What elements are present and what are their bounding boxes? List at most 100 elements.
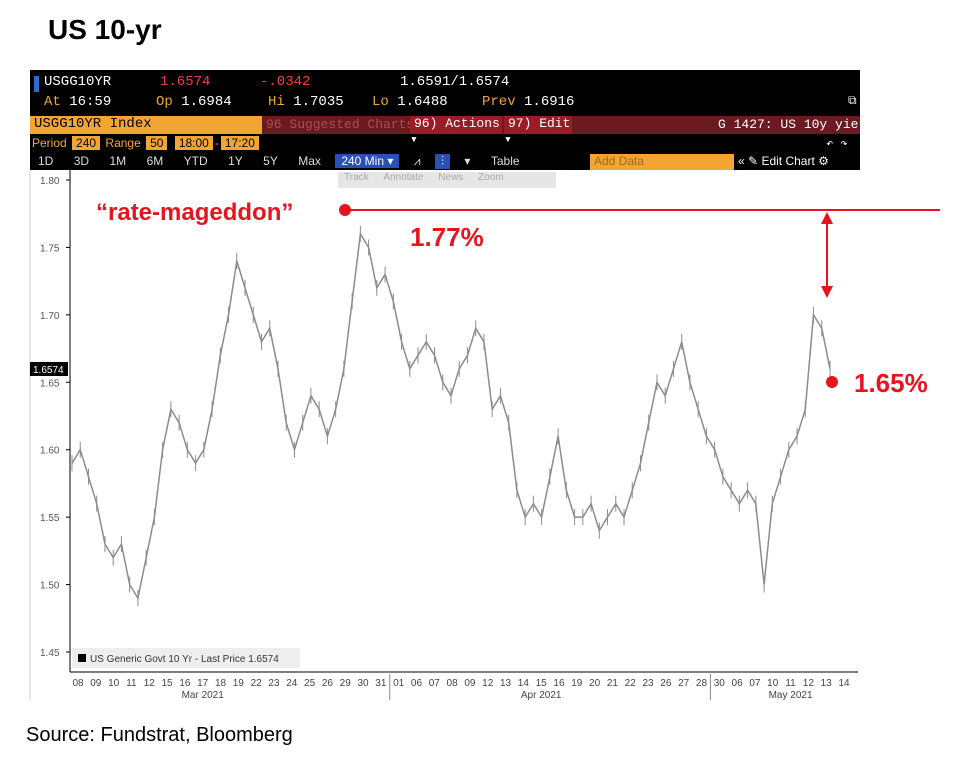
price-line (71, 231, 831, 601)
x-tick-label: 09 (464, 678, 476, 689)
range-input[interactable]: 50 (146, 136, 168, 150)
time-from-input[interactable]: 18:00 (174, 136, 213, 150)
x-tick-label: 19 (233, 678, 245, 689)
x-tick-label: 12 (803, 678, 815, 689)
x-tick-label: 30 (357, 678, 369, 689)
x-tick-label: 21 (607, 678, 619, 689)
source-note: Source: Fundstrat, Bloomberg (26, 724, 293, 746)
x-tick-label: 22 (625, 678, 637, 689)
bloomberg-header: USGG10YR 1.6574 -.0342 1.6591/1.6574 At … (30, 70, 874, 170)
tab-240-min[interactable]: 240 Min ▾ (335, 154, 400, 168)
ticker-marker (34, 76, 39, 92)
prev-value: 1.6916 (524, 94, 575, 110)
tab-3d[interactable]: 3D (73, 154, 90, 168)
x-tick-label: 06 (732, 678, 744, 689)
x-tick-label: 07 (749, 678, 761, 689)
page-title: US 10-yr (48, 14, 162, 45)
popout-icon[interactable]: ⧉ (848, 94, 857, 108)
x-tick-label: 10 (108, 678, 120, 689)
x-tick-label: 26 (322, 678, 334, 689)
current-marker (826, 376, 838, 388)
low-value: 1.6488 (397, 94, 448, 110)
x-tick-label: 09 (90, 678, 102, 689)
tab-max[interactable]: Max (298, 154, 321, 168)
period-label: Period (32, 136, 67, 150)
x-tick-label: 12 (144, 678, 156, 689)
last-price: 1.6574 (160, 74, 211, 90)
gap-arrow-head-up (821, 212, 833, 224)
peak-value: 1.77% (410, 222, 484, 252)
x-tick-label: 01 (393, 678, 405, 689)
price-series (71, 225, 831, 607)
peak-label: “rate-mageddon” (96, 199, 293, 226)
tab-1m[interactable]: 1M (109, 154, 127, 168)
x-tick-label: 15 (536, 678, 548, 689)
tab-ytd[interactable]: YTD (183, 154, 208, 168)
tab-1d[interactable]: 1D (38, 154, 54, 168)
add-data-input[interactable]: Add Data (590, 154, 734, 170)
legend-bg (72, 648, 300, 668)
open-value: 1.6984 (181, 94, 232, 110)
price-tag: 1.6574 (33, 365, 64, 376)
x-tick-label: 20 (589, 678, 601, 689)
pencil-icon[interactable]: ✎ (748, 154, 759, 168)
settings-icon[interactable]: ⚙ (818, 154, 829, 168)
price-tag-bg (30, 362, 68, 376)
y-tick-label: 1.75 (40, 243, 60, 254)
x-tick-label: 28 (696, 678, 708, 689)
y-tick-label: 1.80 (40, 176, 60, 187)
x-tick-label: 16 (179, 678, 191, 689)
y-tick-label: 1.45 (40, 648, 60, 659)
x-tick-label: 13 (500, 678, 512, 689)
news-button[interactable]: News (438, 172, 464, 183)
high-label: Hi (268, 94, 285, 110)
x-tick-label: 14 (518, 678, 530, 689)
bar-chart-icon[interactable]: ⫶ (434, 154, 450, 169)
prev-label: Prev (482, 94, 516, 110)
month-label: May 2021 (769, 690, 813, 701)
index-label: USGG10YR Index (34, 116, 152, 132)
table-button[interactable]: Table (490, 154, 520, 168)
y-tick-label: 1.60 (40, 446, 60, 457)
open-label: Op (156, 94, 173, 110)
x-tick-label: 31 (375, 678, 387, 689)
x-tick-label: 06 (411, 678, 423, 689)
bid-ask: 1.6591/1.6574 (400, 74, 510, 90)
y-tick-label: 1.65 (40, 378, 60, 389)
high-value: 1.7035 (293, 94, 344, 110)
x-tick-label: 24 (286, 678, 298, 689)
x-tick-label: 16 (553, 678, 565, 689)
x-tick-label: 30 (714, 678, 726, 689)
at-label: At (44, 94, 61, 110)
undo-icon[interactable]: ↶ ↷ (826, 137, 848, 151)
x-tick-label: 23 (268, 678, 280, 689)
x-tick-label: 11 (785, 678, 796, 689)
month-labels: Mar 2021 Apr 2021 May 2021 (182, 674, 813, 701)
x-tick-label: 08 (72, 678, 84, 689)
y-tick-label: 1.70 (40, 311, 60, 322)
x-tick-label: 14 (838, 678, 850, 689)
zoom-button[interactable]: Zoom (478, 172, 504, 183)
ticker: USGG10YR (44, 74, 112, 90)
tab-6m[interactable]: 6M (146, 154, 164, 168)
edit-menu[interactable]: 97) Edit ▾ (504, 116, 572, 147)
period-input[interactable]: 240 (72, 136, 101, 150)
line-chart-icon[interactable]: ⩘ (413, 154, 421, 168)
peak-marker (339, 204, 351, 216)
y-ticks: 1.45 1.50 1.55 1.60 1.65 1.70 1.75 1.80 (40, 176, 70, 659)
time-to-input[interactable]: 17:20 (220, 136, 259, 150)
tab-5y[interactable]: 5Y (263, 154, 278, 168)
tab-1y[interactable]: 1Y (228, 154, 243, 168)
x-tick-label: 11 (126, 678, 137, 689)
collapse-icon[interactable]: « (738, 154, 745, 168)
x-tick-label: 29 (340, 678, 352, 689)
track-button[interactable]: Track (344, 172, 369, 183)
x-tick-label: 23 (642, 678, 654, 689)
actions-menu[interactable]: 96) Actions ▾ (410, 116, 502, 147)
edit-chart-button[interactable]: Edit Chart (761, 154, 815, 168)
chevron-down-icon[interactable]: ▾ (464, 154, 471, 168)
suggested-charts[interactable]: 96 Suggested Charts (266, 117, 415, 132)
annotate-button[interactable]: Annotate (383, 172, 424, 183)
x-tick-label: 15 (162, 678, 174, 689)
x-tick-label: 26 (660, 678, 672, 689)
